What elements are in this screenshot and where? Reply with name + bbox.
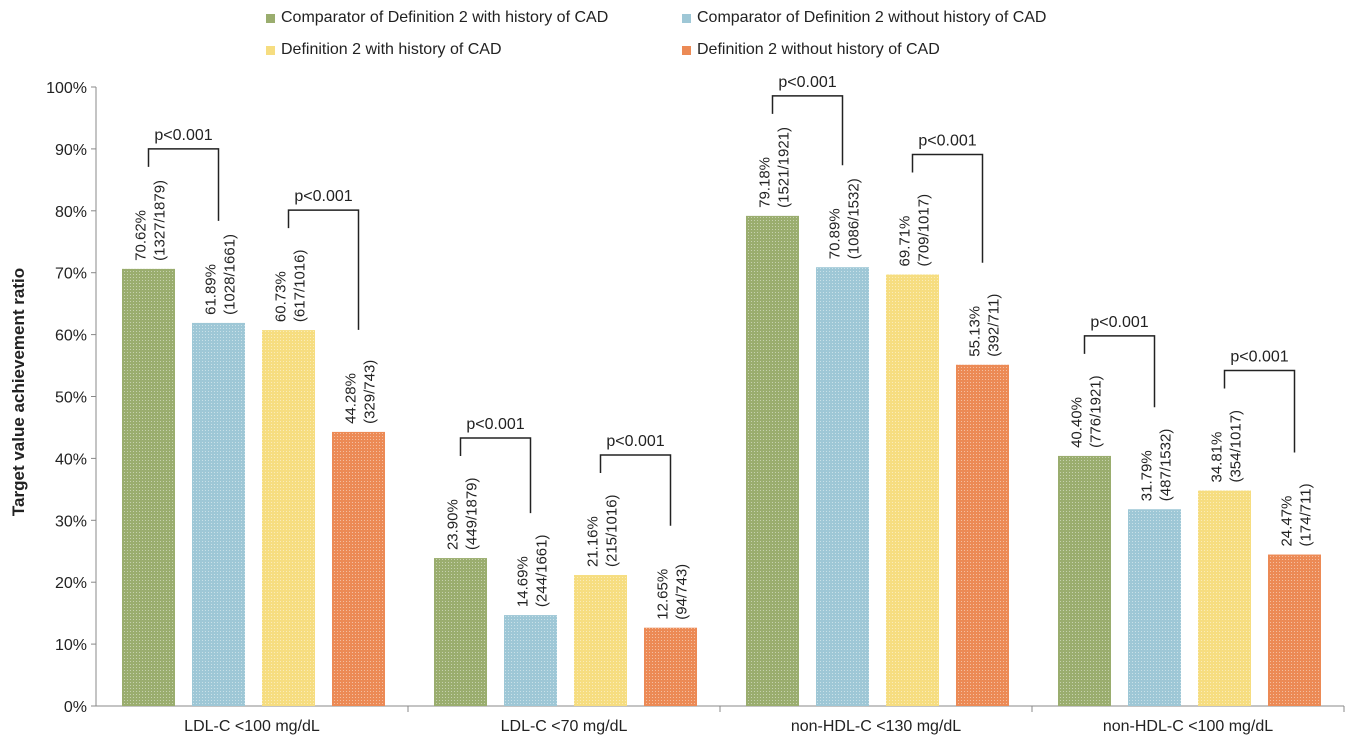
bar: [262, 330, 315, 706]
p-value-label: p<0.001: [606, 433, 664, 450]
bar: [1268, 554, 1321, 706]
significance-bracket: [147, 148, 220, 221]
data-label: 55.13% (392/711): [967, 294, 1003, 357]
annotations: p<0.001 p<0.001 p<0.001 p<0.001 p<0.001 p<0.0…: [147, 74, 1296, 526]
y-tick-label: 0%: [64, 699, 87, 716]
significance-bracket: [1083, 335, 1156, 408]
data-label: 12.65% (94/743): [655, 564, 691, 620]
bar: [816, 267, 869, 706]
bar: [644, 627, 697, 706]
y-tick-label: 80%: [55, 204, 87, 221]
y-tick-label: 20%: [55, 575, 87, 592]
data-label: 40.40% (776/1921): [1069, 375, 1105, 448]
x-tick-label: LDL-C <100 mg/dL: [184, 718, 320, 735]
bar: [1198, 490, 1251, 706]
data-label: 14.69% (244/1661): [515, 535, 551, 608]
y-axis-title: Target value achievement ratio: [9, 268, 28, 516]
p-value-label: p<0.001: [466, 416, 524, 433]
legend-label-series-2: Comparator of Definition 2 without histo…: [697, 9, 1047, 26]
data-label: 24.47% (174/711): [1279, 483, 1315, 546]
y-tick-label: 50%: [55, 390, 87, 407]
bar: [574, 575, 627, 706]
significance-bracket: [287, 209, 360, 330]
data-label: 21.16% (215/1016): [585, 494, 621, 567]
data-label: 61.89% (1028/1661): [203, 234, 239, 315]
significance-bracket: [911, 153, 984, 263]
bar: [122, 268, 175, 706]
data-label: 44.28% (329/743): [343, 360, 379, 424]
legend-swatch-series-1: [266, 13, 275, 23]
legend-label-series-4: Definition 2 without history of CAD: [697, 41, 940, 58]
legend-label-series-3: Definition 2 with history of CAD: [281, 41, 502, 58]
axes: 0% 10% 20% 30% 40% 50% 60% 70% 80% 90% 100% LDL-C <…: [46, 80, 1345, 735]
data-label: 60.73% (617/1016): [273, 250, 309, 323]
data-label: 34.81% (354/1017): [1209, 410, 1245, 483]
bar: [746, 215, 799, 706]
legend-swatch-series-4: [682, 45, 691, 55]
bar: [332, 431, 385, 706]
legend-item-series-1: Comparator of Definition 2 with history …: [266, 9, 608, 27]
bar: [434, 558, 487, 706]
data-label: 69.71% (709/1017): [897, 194, 933, 267]
bar: [956, 364, 1009, 706]
legend-item-series-3: Definition 2 with history of CAD: [266, 41, 502, 59]
y-tick-label: 90%: [55, 142, 87, 159]
p-value-label: p<0.001: [1230, 349, 1288, 366]
p-value-label: p<0.001: [294, 188, 352, 205]
p-value-label: p<0.001: [918, 132, 976, 149]
significance-bracket: [599, 454, 672, 526]
bar: [1128, 509, 1181, 706]
y-tick-label: 10%: [55, 637, 87, 654]
y-tick-label: 100%: [46, 80, 87, 97]
significance-bracket: [771, 95, 844, 166]
p-value-label: p<0.001: [1090, 314, 1148, 331]
legend-item-series-2: Comparator of Definition 2 without histo…: [682, 9, 1046, 27]
data-label: 70.62% (1327/1879): [133, 180, 169, 261]
significance-bracket: [459, 437, 532, 514]
significance-bracket: [1223, 369, 1296, 453]
x-tick-label: LDL-C <70 mg/dL: [501, 718, 628, 735]
bar: [886, 274, 939, 706]
bar: [192, 322, 245, 706]
x-tick-label: non-HDL-C <100 mg/dL: [1103, 718, 1273, 735]
y-tick-label: 60%: [55, 328, 87, 345]
legend-label-series-1: Comparator of Definition 2 with history …: [281, 9, 609, 26]
bars: 70.62% (1327/1879) 23.90% (449/1879) 79.18%(…: [122, 127, 1321, 706]
x-tick-label: non-HDL-C <130 mg/dL: [791, 718, 961, 735]
data-label: 70.89% (1086/1532): [827, 178, 863, 259]
data-label: 23.90% (449/1879): [445, 477, 481, 550]
data-label: 31.79% (487/1532): [1139, 429, 1175, 502]
legend-swatch-series-3: [266, 45, 275, 55]
p-value-label: p<0.001: [778, 74, 836, 91]
y-tick-label: 70%: [55, 266, 87, 283]
y-tick-label: 30%: [55, 513, 87, 530]
data-label: 79.18% (1521/1921): [757, 127, 793, 208]
legend-swatch-series-2: [682, 13, 691, 23]
bar: [504, 615, 557, 706]
legend: Comparator of Definition 2 with history …: [0, 6, 1355, 62]
legend-item-series-4: Definition 2 without history of CAD: [682, 41, 940, 59]
p-value-label: p<0.001: [154, 127, 212, 144]
bar: [1058, 455, 1111, 706]
y-tick-label: 40%: [55, 451, 87, 468]
